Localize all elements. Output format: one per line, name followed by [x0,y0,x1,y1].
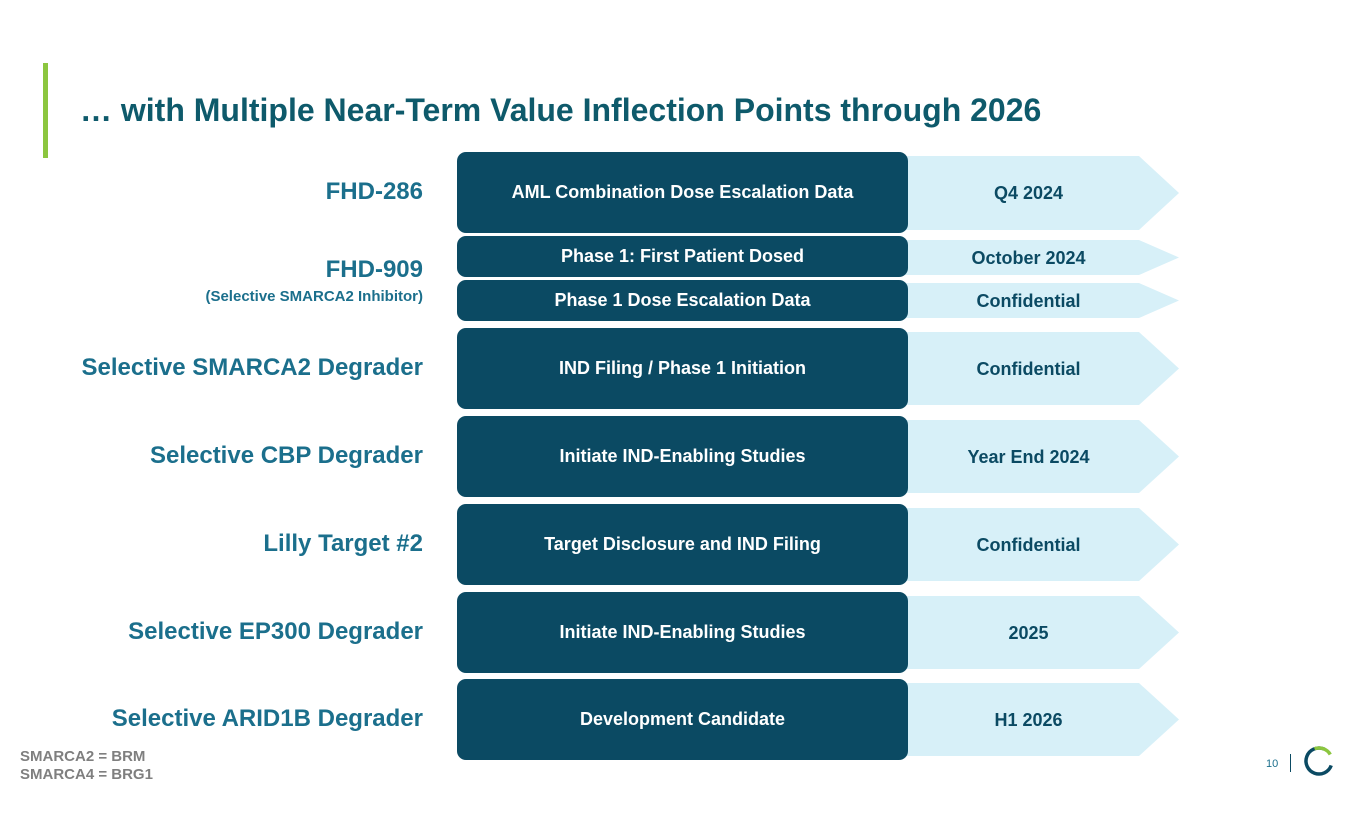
program-label-fhd-909: FHD-909 [325,256,423,283]
milestone-timing: H1 2026 [994,710,1063,730]
footnote-line: SMARCA2 = BRM [20,748,146,765]
timing-arrow [890,240,1179,275]
program-label-cbp-degrader: Selective CBP Degrader [149,442,423,469]
program-label-ep300-degrader: Selective EP300 Degrader [128,618,423,645]
milestone-box: AML Combination Dose Escalation Data [457,152,908,233]
milestone-box: Phase 1 Dose Escalation Data [457,280,908,321]
milestone-timing: Q4 2024 [993,183,1064,203]
timing-arrow [890,508,1179,581]
page-number: 10 [1266,758,1279,770]
page-title: … with Multiple Near-Term Value Inflecti… [80,92,1042,128]
program-sublabel-fhd-909: (Selective SMARCA2 Inhibitor) [205,288,423,305]
program-label-arid1b-degrader: Selective ARID1B Degrader [111,705,423,732]
milestone-timing: Year End 2024 [967,447,1090,467]
ring-logo-icon [1304,746,1334,776]
footnote: SMARCA2 = BRM SMARCA4 = BRG1 [20,748,153,784]
program-label-lilly-target-2: Lilly Target #2 [263,530,423,557]
milestone-timing: Confidential [976,291,1081,311]
milestone-timing: Confidential [976,535,1081,555]
title-accent-bar [43,63,48,158]
milestone-box: Initiate IND-Enabling Studies [457,416,908,497]
milestone-box: Phase 1: First Patient Dosed [457,236,908,277]
timing-arrow [890,596,1179,669]
milestone-timing: 2025 [1008,623,1049,643]
timing-arrow [890,683,1179,756]
milestone-timing: October 2024 [971,248,1086,268]
page-divider [1290,754,1291,772]
milestone-box: Target Disclosure and IND Filing [457,504,908,585]
timing-arrow [890,420,1179,493]
timing-arrow [890,156,1179,230]
footnote-line: SMARCA4 = BRG1 [20,766,153,783]
program-label-fhd-286: FHD-286 [325,178,423,205]
timing-arrow [890,283,1179,318]
milestone-box: Development Candidate [457,679,908,760]
milestone-box: IND Filing / Phase 1 Initiation [457,328,908,409]
timing-arrow [890,332,1179,405]
program-label-smarca2-degrader: Selective SMARCA2 Degrader [81,354,423,381]
milestone-timing: Confidential [976,359,1081,379]
milestone-box: Initiate IND-Enabling Studies [457,592,908,673]
